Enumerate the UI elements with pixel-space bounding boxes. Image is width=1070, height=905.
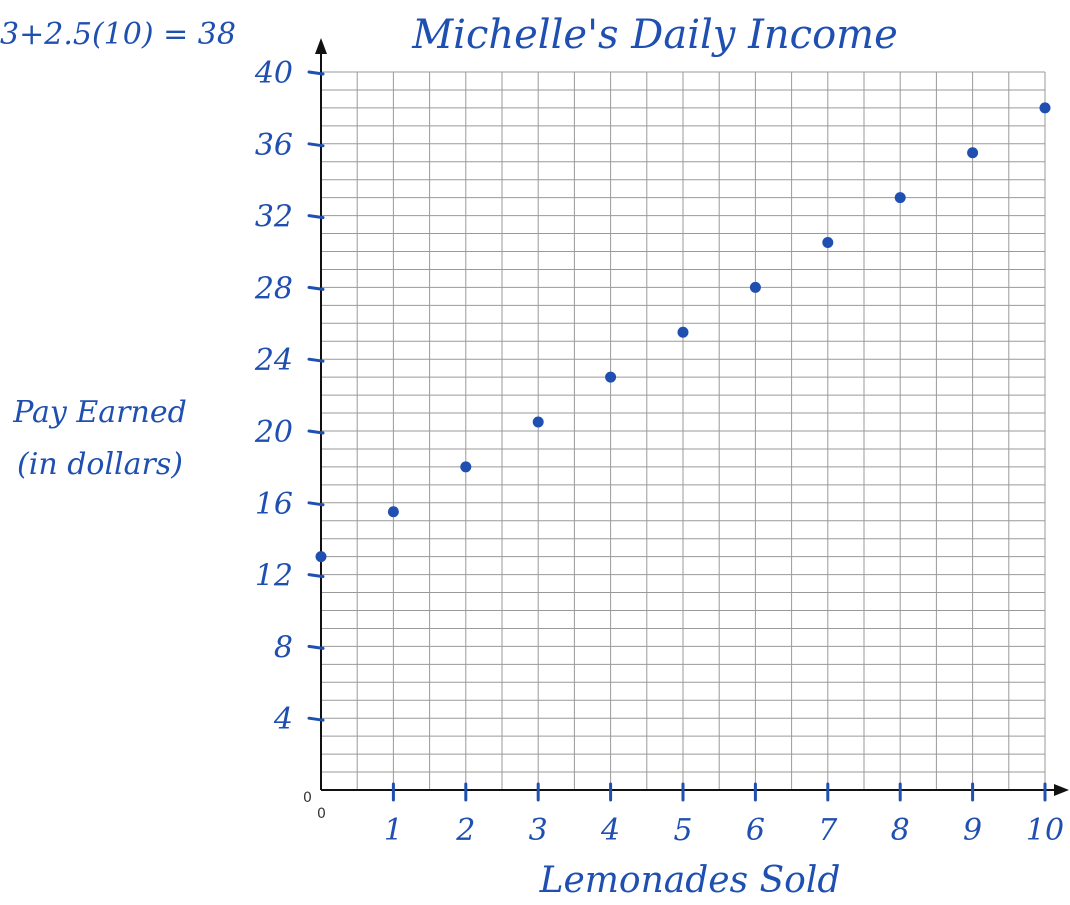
data-point xyxy=(749,281,761,293)
x-tick-label: 2 xyxy=(455,813,475,848)
y-tick-mark xyxy=(307,214,325,220)
y-tick-mark xyxy=(307,644,325,650)
y-tick-mark xyxy=(307,429,325,435)
x-tick-label: 7 xyxy=(818,813,838,848)
y-axis-label-line2: (in dollars) xyxy=(17,447,183,482)
x-axis-arrow xyxy=(1054,784,1069,796)
chart-title: Michelle's Daily Income xyxy=(411,12,898,58)
data-point xyxy=(822,237,834,249)
x-tick-label: 4 xyxy=(600,813,620,848)
y-tick-mark xyxy=(307,501,325,507)
x-tick-label: 1 xyxy=(384,813,403,848)
y-tick-mark xyxy=(307,716,325,722)
y-tick-label: 12 xyxy=(255,559,293,594)
y-tick-label: 20 xyxy=(254,415,293,450)
data-point xyxy=(677,326,689,338)
data-point xyxy=(1039,102,1051,114)
x-tick-label: 5 xyxy=(673,813,692,848)
ticks xyxy=(307,70,1047,802)
y-tick-label: 16 xyxy=(255,487,293,522)
y-tick-mark xyxy=(307,573,325,579)
x-tick-label: 6 xyxy=(746,813,765,848)
data-point xyxy=(894,192,906,204)
data-point xyxy=(460,461,472,473)
x-tick-label: 8 xyxy=(891,813,910,848)
y-tick-label: 28 xyxy=(254,271,293,306)
equation-annotation: 3+2.5(10) = 38 xyxy=(0,17,236,52)
data-point xyxy=(532,416,544,428)
data-point xyxy=(605,371,617,383)
y-tick-label: 24 xyxy=(254,343,293,378)
y-tick-mark xyxy=(307,142,325,148)
y-axis-label-line1: Pay Earned xyxy=(12,395,187,430)
y-tick-label: 36 xyxy=(255,128,293,163)
x-tick-label: 3 xyxy=(529,813,548,848)
origin-label-y: 0 xyxy=(303,790,312,806)
x-tick-label: 9 xyxy=(963,813,982,848)
grid xyxy=(320,71,1046,791)
y-tick-label: 40 xyxy=(254,56,293,91)
data-point xyxy=(387,506,399,518)
x-tick-label: 10 xyxy=(1026,813,1064,848)
y-tick-mark xyxy=(307,357,325,363)
y-tick-label: 32 xyxy=(255,200,293,235)
origin-label-x: 0 xyxy=(317,806,326,822)
axes xyxy=(315,38,1069,796)
y-axis-arrow xyxy=(315,38,327,54)
data-point xyxy=(967,147,979,159)
y-tick-mark xyxy=(307,285,325,291)
data-point xyxy=(315,551,327,563)
y-tick-label: 8 xyxy=(274,630,293,665)
y-tick-mark xyxy=(307,70,325,76)
y-tick-label: 4 xyxy=(273,702,293,737)
x-axis-label: Lemonades Sold xyxy=(539,860,841,901)
data-points xyxy=(315,102,1051,563)
